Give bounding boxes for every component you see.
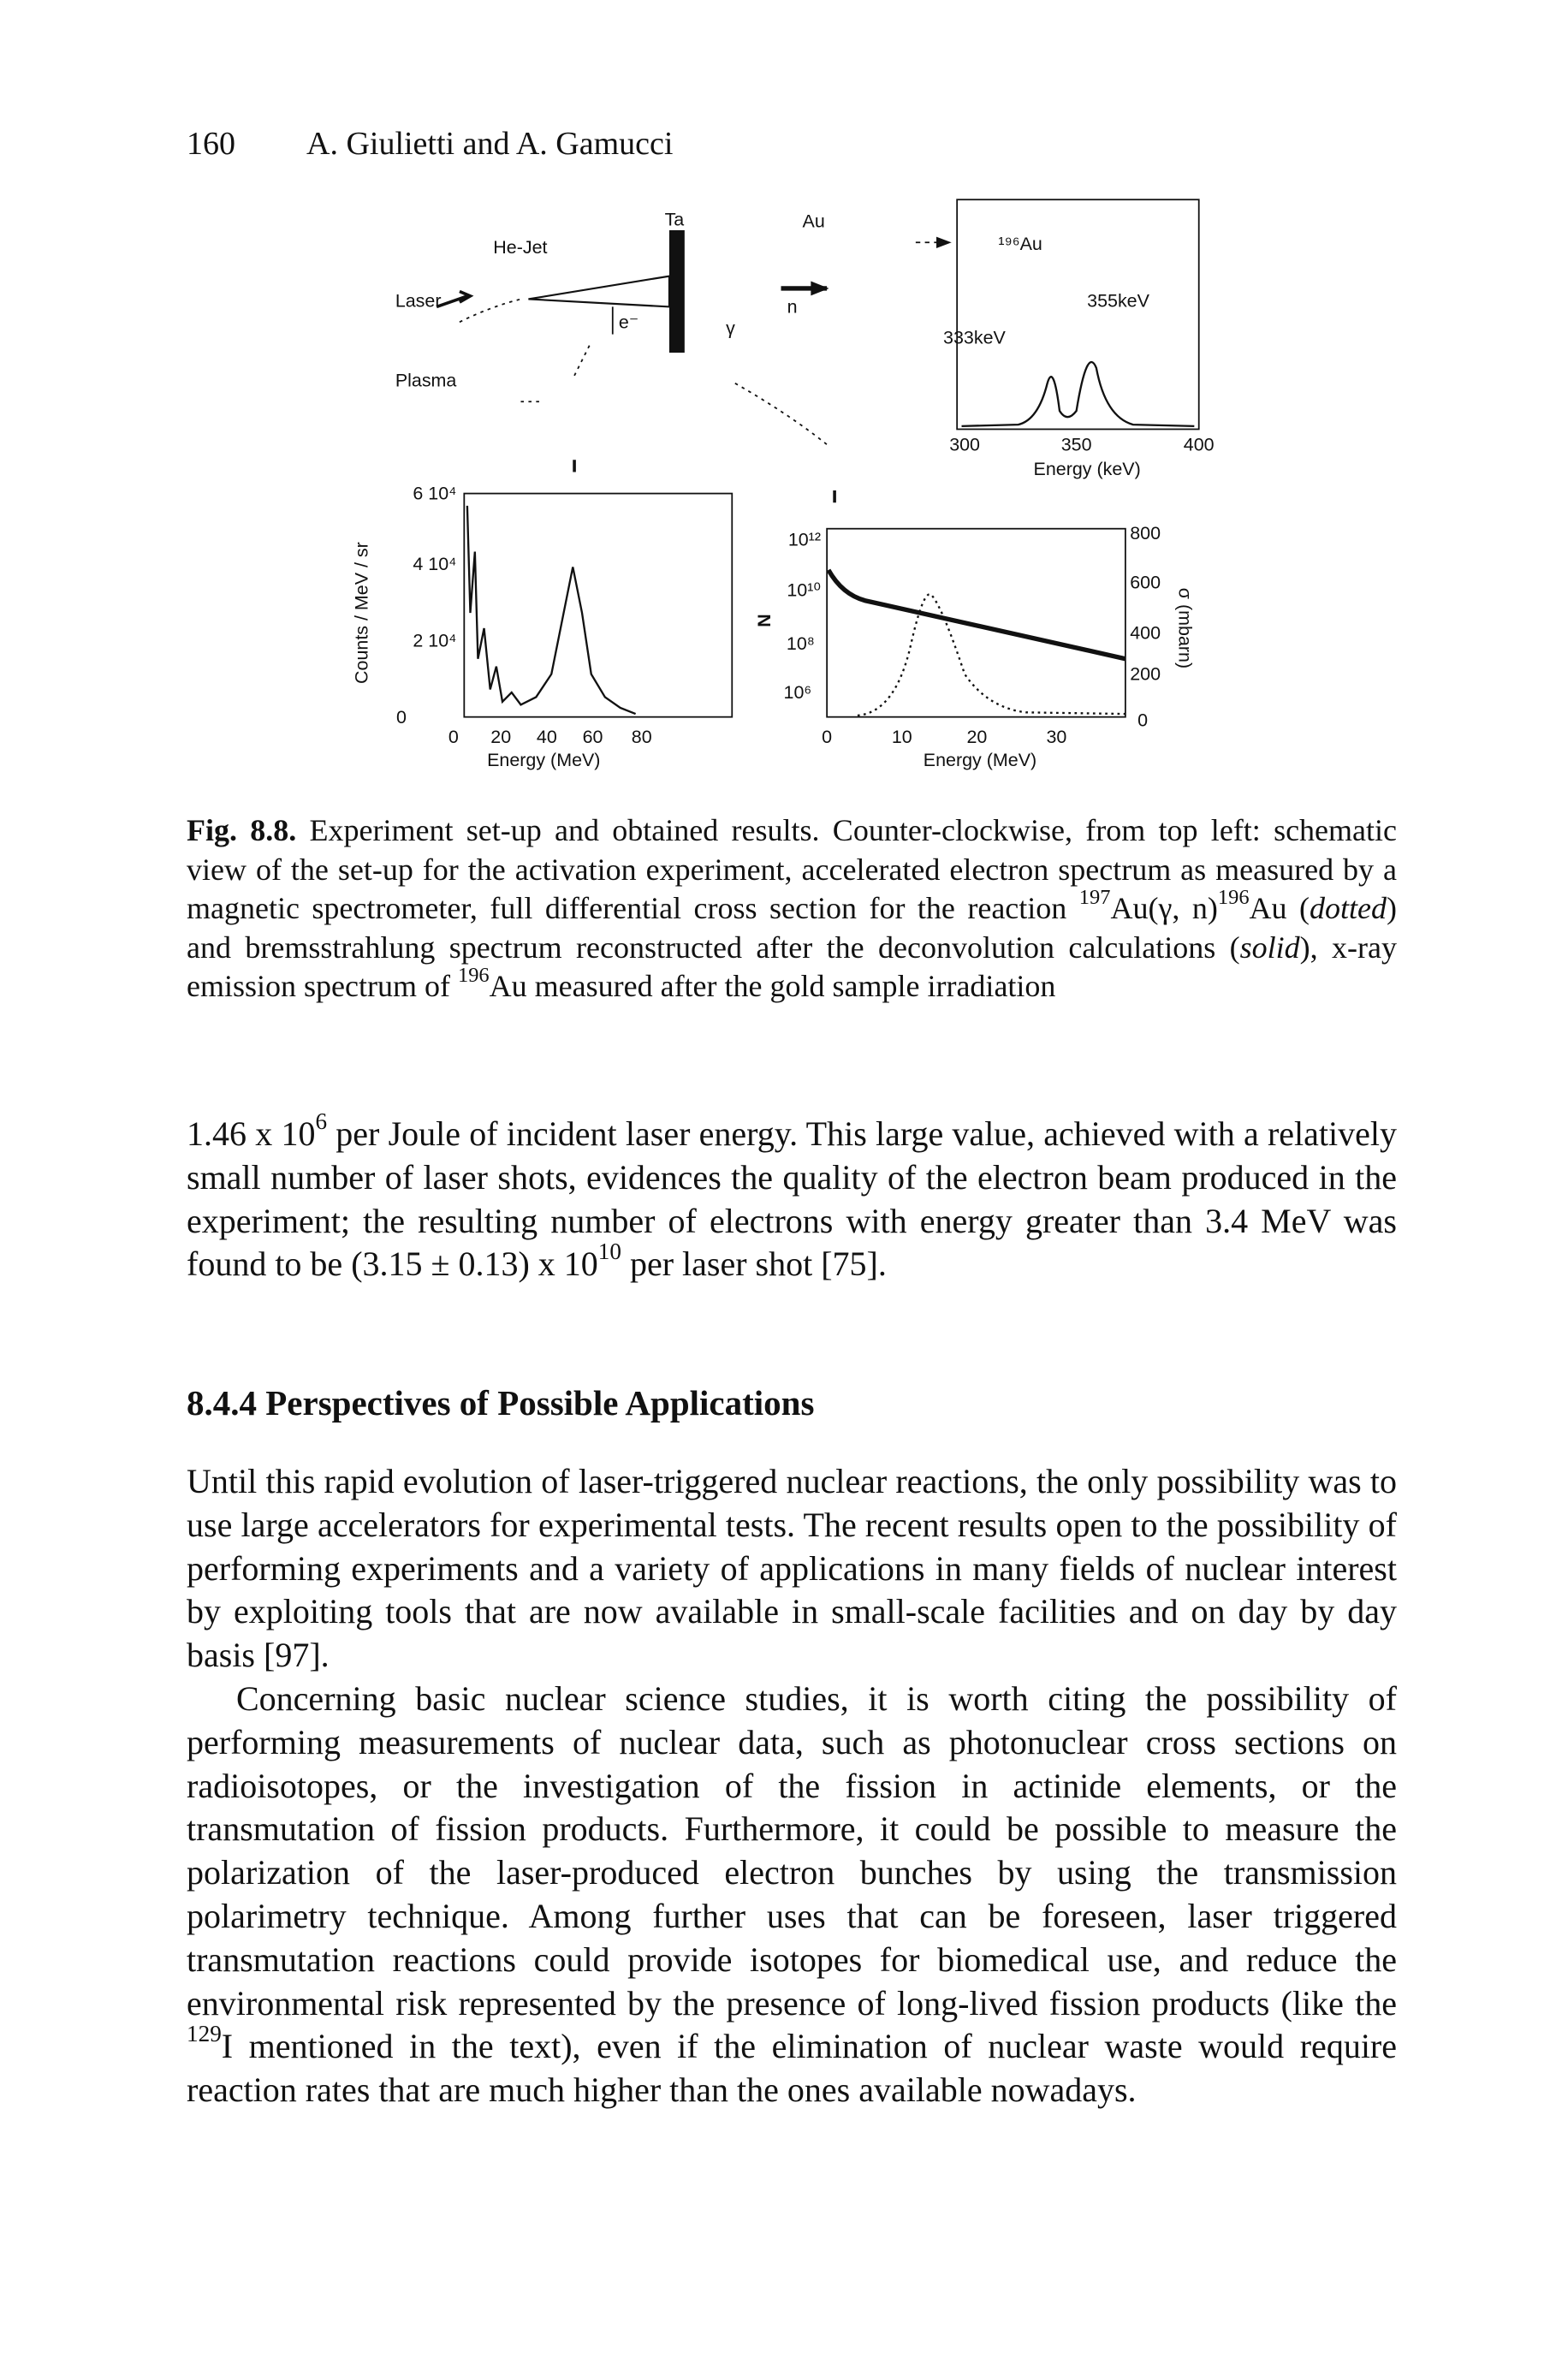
label: He-Jet [493, 237, 547, 258]
axis-label: N [754, 614, 775, 627]
tick-label: 200 [1130, 664, 1161, 685]
tick-label: 0 [822, 727, 832, 747]
tick-label: 10⁸ [787, 633, 815, 654]
page-number: 160 [187, 126, 235, 162]
text: 10 [597, 1238, 621, 1265]
paragraph: 1.46 x 106 per Joule of incident laser e… [187, 1109, 1398, 1286]
text: Au(γ, n) [1110, 891, 1218, 925]
text: I mentioned in the text), even if the el… [187, 2027, 1397, 2110]
text: 1.46 x 10 [187, 1114, 316, 1153]
tick-label: 800 [1130, 523, 1161, 544]
axis-label: σ (mbarn) [1174, 588, 1195, 668]
label: Ta [665, 210, 685, 230]
tick-label: 40 [537, 727, 557, 747]
tick-label: 10⁶ [784, 682, 812, 703]
text: 196 [457, 963, 490, 987]
label: ¹⁹⁶Au [998, 234, 1042, 254]
curve [961, 361, 1195, 428]
text: 6 [315, 1108, 328, 1134]
text: Concerning basic nuclear science studies… [187, 1679, 1397, 2023]
label: 355keV [1087, 290, 1149, 311]
text: Experiment set-up and obtained results. … [187, 813, 1397, 925]
tick-label: 10 [892, 727, 912, 747]
label: γ [726, 318, 735, 339]
label: 333keV [943, 327, 1006, 347]
tick-label: 10¹² [788, 529, 821, 549]
section-heading: 8.4.4 Perspectives of Possible Applicati… [187, 1382, 1397, 1423]
tick-label: 20 [490, 727, 511, 747]
text: per Joule of incident laser energy. This… [187, 1114, 1398, 1284]
text: per laser shot [75]. [621, 1244, 887, 1284]
tick-label: 0 [396, 707, 407, 728]
section-number: 8.4.4 [187, 1383, 257, 1423]
tick-label: 350 [1061, 435, 1092, 455]
text: ), x-ray emission spectrum of [187, 930, 1397, 1004]
text: Au ( [1249, 891, 1310, 925]
caption: Fig. 8.8. Experiment set-up and obtained… [187, 811, 1397, 1007]
text: 196 [1217, 885, 1250, 909]
figure: Laser He-Jet Ta e⁻ Plasma γ Au n ¹⁹⁶Au 3… [352, 199, 1215, 770]
tick-label: 4 10⁴ [413, 554, 456, 574]
tick-label: 80 [632, 727, 652, 747]
tick-label: 300 [949, 435, 980, 455]
axis-label: Energy (MeV) [487, 750, 600, 770]
curve [826, 568, 1126, 662]
label: Plasma [395, 370, 457, 390]
label: n [787, 297, 798, 318]
text: Until this rapid evolution of laser-trig… [187, 1462, 1397, 1675]
schematic [436, 229, 952, 503]
plot-frame [956, 199, 1200, 431]
text: ) and bremsstrahlung spectrum reconstruc… [187, 891, 1397, 965]
tick-label: 0 [1137, 710, 1148, 730]
tick-label: 400 [1130, 622, 1161, 643]
axis-label: Energy (MeV) [924, 750, 1036, 770]
label: Laser [395, 290, 442, 311]
paragraph: Until this rapid evolution of laser-trig… [187, 1460, 1397, 1678]
tick-label: 20 [966, 727, 987, 747]
tick-label: 600 [1130, 572, 1161, 592]
label: e⁻ [619, 312, 638, 332]
caption-label: Fig. 8.8. [187, 813, 297, 847]
tick-label: 60 [583, 727, 603, 747]
label: Au [803, 211, 825, 231]
plot-frame [826, 527, 1126, 718]
axis-label: Energy (keV) [1034, 459, 1141, 479]
section-title: Perspectives of Possible Applications [265, 1383, 815, 1423]
text: Au measured after the gold sample irradi… [489, 969, 1056, 1003]
tick-label: 0 [448, 727, 459, 747]
paragraph: Concerning basic nuclear science studies… [187, 1678, 1397, 2112]
text: solid [1239, 930, 1300, 965]
tick-label: 10¹⁰ [787, 579, 821, 600]
tick-label: 2 10⁴ [413, 630, 456, 650]
text: 129 [187, 2021, 222, 2047]
curve [857, 593, 1126, 717]
tick-label: 400 [1184, 435, 1215, 455]
plot-frame [463, 492, 734, 718]
text: dotted [1310, 891, 1387, 925]
axis-label: Counts / MeV / sr [352, 542, 372, 684]
running-head: A. Giulietti and A. Gamucci [306, 126, 674, 162]
curve [466, 505, 637, 716]
tick-label: 6 10⁴ [413, 484, 456, 504]
tick-label: 30 [1046, 727, 1066, 747]
text: 197 [1078, 885, 1111, 909]
